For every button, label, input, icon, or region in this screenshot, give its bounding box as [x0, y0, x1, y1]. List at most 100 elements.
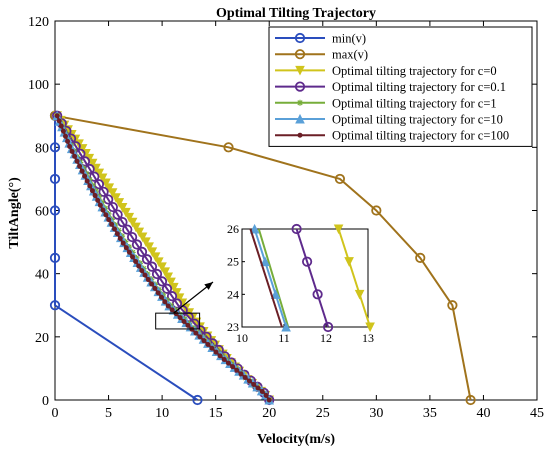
data-point: [101, 178, 111, 189]
x-axis-label: Velocity(m/s): [257, 432, 335, 447]
series-line: [54, 115, 199, 401]
legend-label: Optimal tilting trajectory for c=1: [332, 96, 497, 110]
inset-x-tick-label: 12: [320, 331, 332, 345]
data-point: [142, 272, 148, 278]
x-tick-label: 20: [262, 406, 276, 421]
data-point: [251, 382, 257, 388]
x-tick-label: 35: [423, 406, 437, 421]
data-point: [49, 252, 61, 263]
legend-marker: [297, 132, 303, 138]
data-point: [87, 183, 93, 189]
inset-data-point: [260, 256, 270, 267]
data-point: [334, 173, 346, 185]
inset-x-tick-label: 13: [362, 331, 374, 345]
x-tick-label: 45: [530, 406, 544, 421]
legend-item-7: Optimal tilting trajectory for c=100: [275, 129, 509, 143]
legend-marker: [294, 32, 306, 44]
data-point: [79, 168, 85, 174]
data-point: [97, 202, 103, 208]
y-tick-label: 120: [28, 15, 49, 30]
data-point: [415, 252, 426, 263]
inset-data-point: [322, 321, 334, 333]
data-point: [97, 173, 108, 184]
inset-data-point: [291, 223, 302, 235]
x-tick-label: 0: [52, 406, 59, 421]
data-point: [54, 113, 60, 119]
legend-item-6: Optimal tilting trajectory for c=10: [275, 113, 503, 127]
data-point: [166, 277, 176, 288]
data-point: [161, 283, 173, 294]
x-tick-label: 10: [155, 406, 169, 421]
data-point: [263, 392, 269, 398]
data-point: [49, 173, 61, 185]
data-point: [114, 231, 120, 237]
data-point: [169, 307, 175, 313]
data-point: [141, 237, 151, 248]
inset-series-line: [257, 228, 290, 328]
zoom-source-box: [155, 312, 201, 330]
data-point: [92, 193, 98, 199]
data-point: [131, 222, 141, 233]
data-point: [124, 212, 135, 223]
inset-data-point: [301, 256, 313, 267]
data-point: [112, 226, 118, 232]
data-point: [181, 319, 187, 325]
data-point: [117, 235, 123, 241]
y-tick-label: 20: [35, 331, 49, 346]
data-point: [95, 197, 101, 203]
inset-series-3: [257, 228, 290, 328]
data-point: [259, 389, 265, 395]
legend-label: Optimal tilting trajectory for c=10: [332, 113, 503, 127]
data-point: [145, 277, 151, 283]
inset-frame: [241, 228, 369, 328]
data-point: [72, 153, 78, 159]
inset-y-tick-label: 24: [227, 287, 239, 301]
data-point: [266, 397, 272, 403]
data-point: [217, 353, 223, 359]
legend-item-1: min(v): [275, 32, 366, 46]
data-point: [465, 394, 476, 406]
y-tick-label: 60: [35, 205, 49, 220]
data-point: [201, 338, 207, 344]
legend-item-2: max(v): [275, 48, 368, 62]
x-tick-label: 30: [369, 406, 383, 421]
data-point: [49, 205, 61, 216]
data-point: [160, 267, 171, 277]
data-point: [100, 207, 106, 213]
legend-marker: [295, 65, 305, 76]
inset-series-2: [291, 223, 334, 333]
data-point: [69, 148, 75, 154]
data-point: [58, 123, 64, 129]
data-point: [147, 247, 158, 257]
data-point: [141, 254, 153, 265]
data-point: [165, 303, 171, 309]
data-point: [62, 133, 68, 139]
legend-marker: [297, 99, 303, 106]
inset-y-tick-label: 23: [227, 320, 239, 334]
data-point: [87, 158, 98, 169]
x-tick-label: 40: [476, 406, 490, 421]
chart-title: Optimal Tilting Trajectory: [216, 6, 376, 21]
y-axis-label: TiltAngle(°): [7, 177, 22, 249]
inset-series-4: [249, 223, 291, 332]
x-tick-label: 5: [105, 406, 112, 421]
data-point: [156, 276, 168, 287]
data-point: [230, 364, 236, 370]
inset-y-tick-label: 25: [227, 255, 239, 269]
data-point: [122, 224, 133, 235]
data-point: [106, 217, 112, 223]
inset-data-point: [312, 289, 323, 300]
data-point: [104, 183, 115, 193]
data-point: [193, 330, 199, 336]
inset-y-tick-label: 26: [227, 222, 239, 236]
data-point: [197, 334, 203, 340]
inset-series-line: [337, 228, 372, 328]
data-point: [84, 178, 90, 184]
inset-data-point: [354, 289, 365, 300]
data-point: [150, 252, 161, 262]
y-tick-label: 40: [35, 268, 49, 283]
data-point: [93, 179, 105, 190]
inset-x-tick-label: 11: [278, 331, 290, 345]
data-point: [109, 221, 115, 227]
inset-series-1: [333, 224, 375, 333]
